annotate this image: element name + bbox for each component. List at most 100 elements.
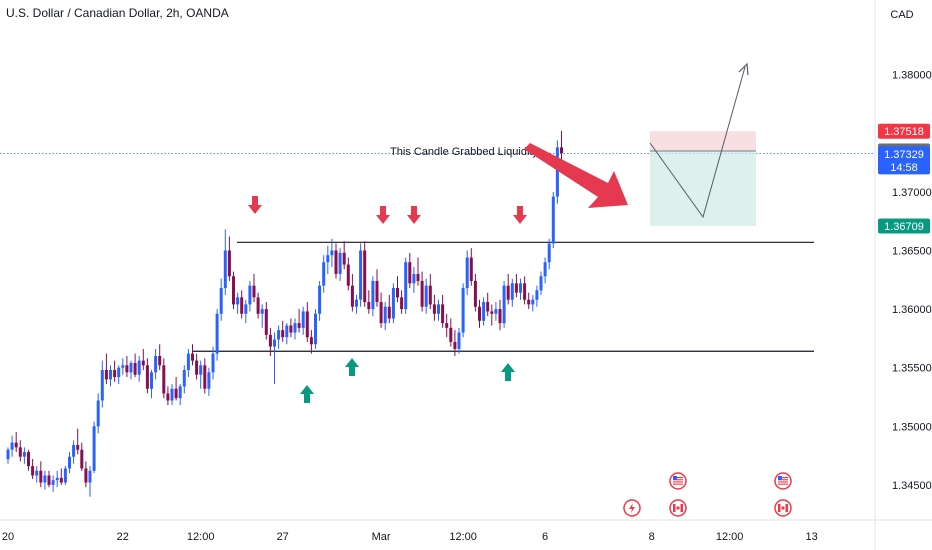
candle-body (236, 297, 240, 305)
candle-body (342, 252, 346, 265)
candle-body (154, 355, 158, 373)
candle (408, 252, 412, 288)
candle-body (100, 370, 104, 401)
candle-body (367, 302, 371, 310)
candle (207, 367, 211, 396)
canada-flag-icon-leaf (781, 506, 785, 510)
stop-zone (650, 131, 756, 152)
candle (27, 449, 30, 471)
candle-body (297, 323, 301, 328)
candle-body (22, 452, 26, 457)
price-axis[interactable]: CAD 1.34500 1.35000 1.35500 1.36000 1.36500 1.… (874, 0, 932, 550)
candle-body (437, 304, 440, 314)
annotation-text: This Candle Grabbed Liquidity (390, 146, 538, 158)
candle (346, 257, 350, 291)
projection-arrowhead (738, 62, 749, 76)
candle (236, 292, 240, 314)
candle-body (338, 252, 342, 274)
time-axis[interactable]: 20 22 12:00 27 Mar 12:00 6 8 12:00 13 (0, 519, 932, 543)
us-flag-icon (669, 472, 687, 490)
target-price-label-bg (878, 123, 930, 139)
candle (535, 285, 539, 307)
candle-body (113, 370, 117, 378)
candle (18, 440, 22, 462)
candle (551, 191, 555, 249)
y-tick-label: 1.36500 (892, 245, 932, 257)
candle (39, 461, 43, 488)
candle (428, 273, 432, 310)
candle-body (195, 360, 199, 375)
candle-body (88, 470, 92, 483)
candle-body (391, 287, 395, 319)
candle (555, 140, 559, 204)
candle (211, 346, 215, 380)
candle (92, 421, 96, 474)
candles (6, 130, 563, 497)
candle (424, 278, 428, 314)
candle-body (359, 250, 363, 300)
candle-body (318, 285, 322, 314)
candle (482, 297, 486, 326)
candle-body (519, 283, 522, 293)
candle (478, 299, 481, 328)
x-tick-label: 8 (649, 531, 655, 543)
canada-flag-icon-band (785, 504, 788, 512)
candle (121, 358, 125, 375)
candle-body (514, 283, 518, 293)
candle-body (59, 477, 63, 483)
candle-body (400, 297, 404, 310)
candle-body (84, 468, 88, 483)
candle (396, 276, 399, 303)
us-flag-icon (774, 472, 792, 490)
candle (166, 386, 170, 406)
candle (400, 290, 404, 314)
down-arrow-icon (407, 206, 421, 224)
candle (219, 278, 223, 321)
candle-body (453, 341, 457, 349)
candle-body (350, 285, 354, 307)
candle-body (31, 466, 35, 476)
candle (260, 304, 264, 328)
candle-body (186, 353, 190, 371)
candle (523, 276, 527, 305)
projection-path (649, 66, 746, 219)
candle-body (387, 306, 391, 319)
candle-body (535, 290, 539, 300)
up-arrow-icon (300, 385, 314, 403)
candle-body (445, 323, 449, 328)
candle (203, 358, 207, 394)
currency-label: CAD (890, 9, 913, 21)
candle (141, 348, 145, 371)
y-tick-label: 1.35000 (892, 421, 932, 433)
canada-flag-icon-leaf (676, 506, 680, 510)
candle-body (326, 255, 330, 263)
candle (502, 280, 506, 328)
candle (285, 323, 289, 345)
x-tick-label: 22 (117, 531, 129, 543)
candle-body (334, 250, 338, 274)
candle (252, 273, 256, 303)
candle (539, 271, 543, 296)
y-tick-label: 1.34500 (892, 480, 932, 492)
candle (162, 358, 166, 399)
candle-body (43, 475, 47, 483)
canada-flag-icon-band (673, 504, 676, 512)
candle-body (285, 325, 289, 338)
candle-body (47, 475, 51, 485)
candle (391, 283, 395, 324)
candle-body (396, 287, 399, 298)
candle (43, 470, 47, 490)
candle (150, 370, 153, 399)
candle-body (371, 280, 375, 310)
candle-body (227, 250, 231, 277)
candle-body (72, 445, 76, 457)
event-icons[interactable] (623, 472, 792, 517)
x-tick-label: 12:00 (716, 531, 744, 543)
candle (145, 358, 149, 394)
candle (289, 318, 293, 338)
candle (113, 360, 117, 382)
candle-body (117, 367, 121, 378)
x-tick-label: 27 (277, 531, 289, 543)
